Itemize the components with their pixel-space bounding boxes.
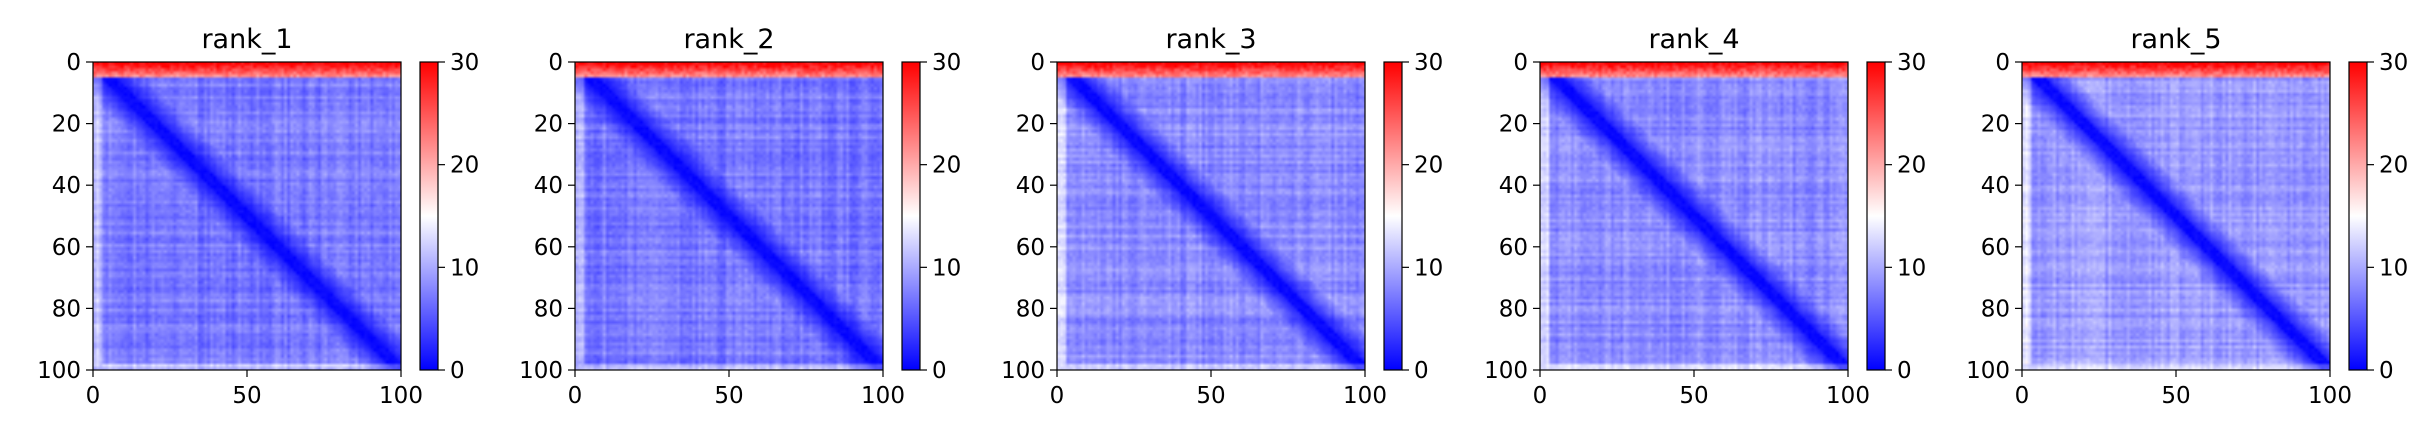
colorbar bbox=[901, 61, 921, 371]
colorbar bbox=[1383, 61, 1403, 371]
y-tick-label: 100 bbox=[37, 358, 81, 384]
x-tick-label: 0 bbox=[568, 383, 583, 409]
colorbar-tick-label: 30 bbox=[932, 50, 961, 76]
y-tick-label: 80 bbox=[1499, 296, 1528, 322]
y-tick-label: 0 bbox=[1030, 50, 1045, 76]
colorbar bbox=[419, 61, 439, 371]
y-tick-label: 40 bbox=[1499, 173, 1528, 199]
y-tick-label: 0 bbox=[548, 50, 563, 76]
colorbar-tick-label: 0 bbox=[932, 358, 947, 384]
y-tick-label: 60 bbox=[52, 235, 81, 261]
colorbar-tick-label: 30 bbox=[1897, 50, 1926, 76]
y-tick-label: 40 bbox=[534, 173, 563, 199]
colorbar-tick-label: 30 bbox=[2379, 50, 2408, 76]
colorbar-tick-label: 20 bbox=[1897, 153, 1926, 179]
y-tick-label: 60 bbox=[1499, 235, 1528, 261]
y-tick-label: 60 bbox=[1016, 235, 1045, 261]
y-tick-label: 60 bbox=[534, 235, 563, 261]
colorbar bbox=[1866, 61, 1886, 371]
x-tick-label: 100 bbox=[861, 383, 905, 409]
colorbar-tick-label: 20 bbox=[2379, 153, 2408, 179]
y-tick-label: 100 bbox=[519, 358, 563, 384]
y-tick-label: 100 bbox=[1966, 358, 2010, 384]
colorbar-tick-label: 0 bbox=[2379, 358, 2394, 384]
x-tick-label: 50 bbox=[2161, 383, 2190, 409]
y-tick-label: 100 bbox=[1484, 358, 1528, 384]
y-tick-label: 80 bbox=[1016, 296, 1045, 322]
y-tick-label: 40 bbox=[1981, 173, 2010, 199]
x-tick-label: 100 bbox=[2308, 383, 2352, 409]
y-tick-label: 20 bbox=[1016, 112, 1045, 138]
subplot-title: rank_4 bbox=[1648, 24, 1739, 55]
colorbar-tick-label: 0 bbox=[1897, 358, 1912, 384]
heatmap-image bbox=[1540, 62, 1848, 370]
colorbar-tick-label: 10 bbox=[1414, 255, 1443, 281]
heatmap-image bbox=[2022, 62, 2330, 370]
x-tick-label: 0 bbox=[86, 383, 101, 409]
x-tick-label: 50 bbox=[714, 383, 743, 409]
colorbar-tick-label: 0 bbox=[1414, 358, 1429, 384]
y-tick-label: 20 bbox=[52, 112, 81, 138]
x-tick-label: 50 bbox=[1679, 383, 1708, 409]
colorbar-tick-label: 30 bbox=[450, 50, 479, 76]
x-tick-label: 50 bbox=[1196, 383, 1225, 409]
x-tick-label: 100 bbox=[379, 383, 423, 409]
y-tick-label: 40 bbox=[1016, 173, 1045, 199]
x-tick-label: 50 bbox=[232, 383, 261, 409]
y-tick-label: 0 bbox=[66, 50, 81, 76]
y-tick-label: 0 bbox=[1513, 50, 1528, 76]
subplot-title: rank_5 bbox=[2130, 24, 2221, 55]
y-tick-label: 20 bbox=[534, 112, 563, 138]
y-tick-label: 40 bbox=[52, 173, 81, 199]
y-tick-label: 80 bbox=[534, 296, 563, 322]
y-tick-label: 80 bbox=[52, 296, 81, 322]
x-tick-label: 100 bbox=[1343, 383, 1387, 409]
heatmap-image bbox=[93, 62, 401, 370]
heatmap-image bbox=[1057, 62, 1365, 370]
subplot-title: rank_1 bbox=[201, 24, 292, 55]
y-tick-label: 60 bbox=[1981, 235, 2010, 261]
colorbar-tick-label: 20 bbox=[932, 153, 961, 179]
y-tick-label: 80 bbox=[1981, 296, 2010, 322]
colorbar bbox=[2348, 61, 2368, 371]
x-tick-label: 100 bbox=[1826, 383, 1870, 409]
colorbar-tick-label: 0 bbox=[450, 358, 465, 384]
colorbar-tick-label: 10 bbox=[932, 255, 961, 281]
x-tick-label: 0 bbox=[1050, 383, 1065, 409]
colorbar-tick-label: 30 bbox=[1414, 50, 1443, 76]
subplot-title: rank_3 bbox=[1165, 24, 1256, 55]
subplot-title: rank_2 bbox=[683, 24, 774, 55]
colorbar-tick-label: 10 bbox=[2379, 255, 2408, 281]
colorbar-tick-label: 10 bbox=[450, 255, 479, 281]
x-tick-label: 0 bbox=[1533, 383, 1548, 409]
y-tick-label: 20 bbox=[1981, 112, 2010, 138]
y-tick-label: 20 bbox=[1499, 112, 1528, 138]
colorbar-tick-label: 20 bbox=[450, 153, 479, 179]
heatmap-image bbox=[575, 62, 883, 370]
colorbar-tick-label: 20 bbox=[1414, 153, 1443, 179]
y-tick-label: 100 bbox=[1001, 358, 1045, 384]
y-tick-label: 0 bbox=[1995, 50, 2010, 76]
x-tick-label: 0 bbox=[2015, 383, 2030, 409]
colorbar-tick-label: 10 bbox=[1897, 255, 1926, 281]
